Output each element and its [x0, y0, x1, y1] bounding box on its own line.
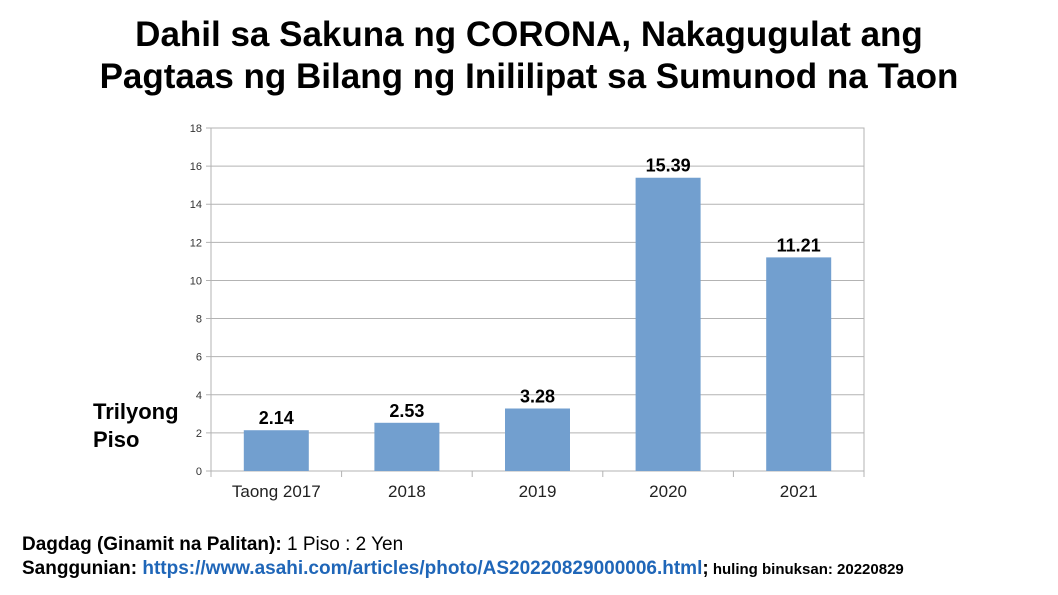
bar [243, 430, 309, 471]
source-note: Sanggunian: https://www.asahi.com/articl… [22, 557, 904, 582]
y-tick-label: 18 [190, 123, 202, 135]
y-tick-label: 6 [196, 352, 202, 364]
x-tick-label: Taong 2017 [232, 482, 321, 501]
source-label: Sanggunian: [22, 558, 138, 579]
bar [635, 177, 701, 472]
footer-notes: Dagdag (Ginamit na Palitan): 1 Piso : 2 … [22, 533, 904, 582]
exchange-rate-value: 1 Piso : 2 Yen [281, 534, 404, 555]
data-label: 2.14 [259, 408, 294, 428]
y-axis-label-line-1: Trilyong [93, 399, 179, 424]
exchange-rate-note: Dagdag (Ginamit na Palitan): 1 Piso : 2 … [22, 533, 904, 557]
source-separator: ; [702, 558, 709, 579]
data-label: 3.28 [520, 386, 555, 406]
source-link[interactable]: https://www.asahi.com/articles/photo/AS2… [142, 558, 703, 579]
chart-title: Dahil sa Sakuna ng CORONA, Nakagugulat a… [0, 14, 1058, 98]
x-tick-label: 2018 [388, 482, 426, 501]
accessed-date: huling binuksan: 20220829 [708, 561, 904, 578]
data-label: 2.53 [389, 401, 424, 421]
y-tick-label: 12 [190, 237, 202, 249]
y-axis-label-line-2: Piso [93, 427, 140, 452]
data-label: 15.39 [646, 156, 691, 176]
y-tick-label: 8 [196, 314, 202, 326]
y-tick-label: 10 [190, 275, 202, 287]
y-tick-label: 0 [196, 466, 202, 478]
y-tick-label: 16 [190, 161, 202, 173]
x-tick-label: 2019 [519, 482, 557, 501]
exchange-rate-label: Dagdag (Ginamit na Palitan): [22, 534, 282, 555]
y-tick-label: 2 [196, 428, 202, 440]
x-tick-label: 2021 [780, 482, 818, 501]
chart-title-line-2: Pagtaas ng Bilang ng Inililipat sa Sumun… [99, 57, 959, 96]
y-axis-label: Trilyong Piso [93, 398, 179, 454]
x-tick-label: 2020 [649, 482, 687, 501]
y-tick-label: 4 [196, 390, 202, 402]
bar [766, 257, 832, 471]
bar [374, 422, 440, 471]
bar [505, 408, 570, 471]
y-tick-label: 14 [190, 199, 202, 211]
chart-title-line-1: Dahil sa Sakuna ng CORONA, Nakagugulat a… [135, 15, 923, 54]
data-label: 11.21 [777, 235, 821, 255]
